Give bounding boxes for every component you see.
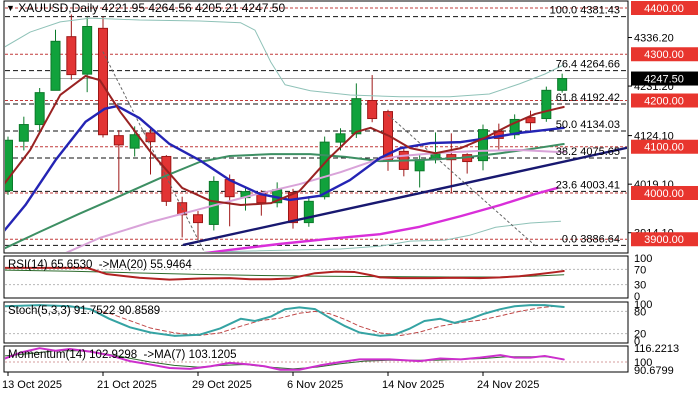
candle-body xyxy=(351,98,362,135)
pane-border xyxy=(3,255,629,299)
candle-body xyxy=(66,36,77,76)
candle-body xyxy=(367,99,378,120)
fib-level-label: 23.6 4003.41 xyxy=(556,179,620,191)
indicator-scale-label: 100 xyxy=(634,299,652,311)
candle-body xyxy=(5,139,13,192)
indicator-scale-label: 90.6799 xyxy=(634,365,674,377)
candle-body xyxy=(113,135,124,146)
indicator-scale-label: 116.2213 xyxy=(634,343,679,355)
ma-mid-navy xyxy=(5,104,565,232)
indicator-scale-label: 100 xyxy=(634,357,652,369)
price-axis: 4336.204231.204124.104019.103914.104400.… xyxy=(628,1,698,247)
date-label: 21 Oct 2025 xyxy=(97,379,157,391)
rsi xyxy=(5,266,565,281)
candle-body xyxy=(82,25,93,75)
price-level-label: 4200.00 xyxy=(644,95,684,107)
main-pane: 100.0 4381.43 76.4 4264.66 61.8 4192.42 50.… xyxy=(3,0,629,254)
indicator-scale-label: 80 xyxy=(634,306,646,318)
ma-200-magenta xyxy=(204,186,559,252)
price-level-label: 4000.00 xyxy=(644,188,684,200)
price-level-badge xyxy=(631,139,698,154)
stoch-k xyxy=(5,304,565,337)
fib-level-label: 0.0 3886.64 xyxy=(562,233,620,245)
fib-level-label: 61.8 4192.42 xyxy=(556,92,620,104)
price-label: 4124.10 xyxy=(634,131,674,143)
candle-body xyxy=(525,117,536,124)
indicator-scale-label: 100 xyxy=(634,253,652,265)
candle-body xyxy=(287,192,298,224)
date-label: 29 Oct 2025 xyxy=(192,379,252,391)
candle-body xyxy=(50,40,61,91)
price-level-badge xyxy=(631,47,698,62)
price-level-label: 3900.00 xyxy=(644,234,684,246)
rsi-ma xyxy=(5,269,565,278)
fib-level-label: 100.0 4381.43 xyxy=(550,5,620,17)
chart-dropdown-icon[interactable]: ▼ xyxy=(6,3,15,13)
pane-border xyxy=(3,301,629,344)
candle-body xyxy=(161,155,172,202)
candle-body xyxy=(129,134,140,149)
band-upper xyxy=(5,17,565,98)
candle-body xyxy=(557,78,568,91)
candle-body xyxy=(414,159,425,172)
current-price-label: 4247.50 xyxy=(644,74,684,86)
momentum xyxy=(5,347,565,371)
indicator-scale-label: 30 xyxy=(634,280,646,292)
ma-fast-maroon xyxy=(5,74,565,207)
price-level-label: 4300.00 xyxy=(644,49,684,61)
trendline-up-navy xyxy=(182,146,627,246)
current-price-badge xyxy=(631,71,698,86)
date-label: 13 Oct 2025 xyxy=(2,379,62,391)
candle-body xyxy=(541,89,552,120)
date-label: 14 Nov 2025 xyxy=(382,379,444,391)
candle-body xyxy=(192,214,203,224)
indicator-scale-label: 70 xyxy=(634,264,646,276)
candles xyxy=(5,14,568,241)
fib-level-label: 50.0 4134.03 xyxy=(556,119,620,131)
trendline-dotted-1 xyxy=(102,51,205,252)
pane-border xyxy=(3,345,629,373)
trendline-dotted-2 xyxy=(387,114,538,248)
ma-slow-green xyxy=(5,142,565,250)
main-pane-border xyxy=(3,0,629,254)
ma-long-orchid xyxy=(65,148,567,252)
fib-level-label: 38.2 4075.65 xyxy=(556,146,620,158)
candle-body xyxy=(335,133,346,143)
band-lower xyxy=(203,220,562,252)
price-label: 4336.20 xyxy=(634,33,674,45)
date-label: 6 Nov 2025 xyxy=(287,379,343,391)
indicator-scale-label: 0 xyxy=(634,336,640,348)
candle-body xyxy=(18,124,29,142)
candle-body xyxy=(477,129,488,162)
price-level-badge xyxy=(631,185,698,200)
price-level-label: 4100.00 xyxy=(644,142,684,154)
candle-body xyxy=(97,27,108,136)
price-level-badge xyxy=(631,93,698,108)
time-axis: 13 Oct 2025 21 Oct 2025 29 Oct 2025 6 Nov 2… xyxy=(2,372,539,391)
price-level-badge xyxy=(631,232,698,247)
candle-body xyxy=(303,200,314,224)
candle-body xyxy=(34,92,45,126)
price-level-badge xyxy=(631,1,698,15)
price-level-label: 4400.00 xyxy=(644,3,684,15)
momentum-ma xyxy=(5,350,565,370)
candle-body xyxy=(208,180,219,225)
indicator-scale-label: 20 xyxy=(634,329,646,341)
indicator-scale-label: 0 xyxy=(634,291,640,303)
date-label: 24 Nov 2025 xyxy=(477,379,539,391)
fib-level-label: 76.4 4264.66 xyxy=(556,59,620,71)
candle-body xyxy=(319,141,330,198)
candle-body xyxy=(145,132,156,143)
